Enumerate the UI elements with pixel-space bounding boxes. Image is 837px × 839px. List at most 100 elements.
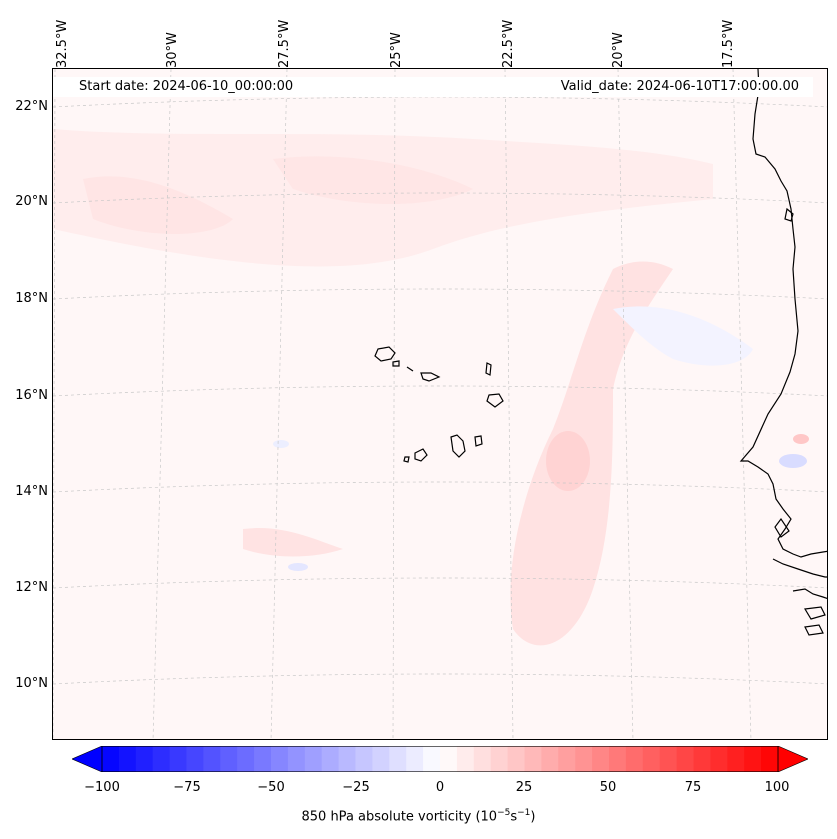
colorbar-cell: [676, 746, 694, 772]
unit-close: ): [530, 809, 536, 825]
negative-patch: [779, 454, 807, 468]
colorbar-tick-minus-75: −75: [173, 780, 201, 795]
colorbar-cell: [372, 746, 390, 772]
lat-label-16n: 16°N: [15, 388, 48, 403]
fogo-island: [414, 448, 428, 462]
colorbar-cell: [575, 746, 593, 772]
colorbar-cell: [186, 746, 204, 772]
colorbar-tick-50: 50: [599, 780, 617, 795]
west-africa-coastline: [739, 69, 827, 558]
colorbar-cell: [355, 746, 373, 772]
colorbar-cell: [541, 746, 559, 772]
map-canvas: [53, 69, 827, 739]
vorticity-shading: [53, 129, 809, 646]
colorbar-cell: [271, 746, 289, 772]
colorbar-cell: [642, 746, 661, 772]
bissagos-islands: [804, 606, 826, 620]
unit-mid: s: [510, 809, 518, 825]
colorbar-cell: [338, 746, 356, 772]
colorbar-cell: [592, 746, 610, 772]
start-date-label: Start date: 2024-06-10_00:00:00: [79, 79, 294, 94]
lat-label-22n: 22°N: [15, 99, 48, 114]
colorbar-cell: [321, 746, 340, 772]
parallel-10n: [53, 673, 827, 685]
meridian-32-5w: [53, 69, 56, 739]
lat-label-14n: 14°N: [15, 484, 48, 499]
colorbar-cell: [609, 746, 627, 772]
parallel-16n: [53, 385, 827, 397]
colorbar-tick-minus-25: −25: [342, 780, 370, 795]
colorbar-cell: [135, 746, 154, 772]
colorbar-max-extend: [777, 746, 808, 772]
parallel-22n: [53, 96, 827, 108]
parallel-12n: [53, 577, 827, 589]
colorbar-cell: [440, 746, 458, 772]
colorbar-cell: [287, 746, 306, 772]
vorticity-patch: [83, 176, 233, 234]
unit-exponent-2: −1: [517, 808, 531, 818]
colorbar-cell: [761, 746, 779, 772]
colorbar-cell: [524, 746, 542, 772]
lon-label-20w: 20°W: [611, 32, 626, 68]
colorbar-tick-0: 0: [435, 780, 445, 795]
lon-label-30w: 30°W: [165, 32, 180, 68]
lat-label-18n: 18°N: [15, 291, 48, 306]
colorbar-cell: [693, 746, 711, 772]
lat-label-12n: 12°N: [15, 580, 48, 595]
colorbar-cell: [102, 746, 120, 772]
lat-label-20n: 20°N: [15, 194, 48, 209]
colorbar-cell: [203, 746, 221, 772]
negative-patch: [288, 563, 308, 571]
colorbar-cell: [220, 746, 238, 772]
negative-patch: [613, 306, 753, 366]
colorbar-cells: [102, 746, 779, 772]
colorbar-cell: [456, 746, 475, 772]
colorbar-cell: [507, 746, 525, 772]
vorticity-patch: [793, 434, 809, 444]
lon-label-32-5w: 32.5°W: [55, 19, 70, 68]
brava-island: [403, 456, 410, 463]
coastal-inlet: [772, 558, 827, 578]
sal-island: [485, 362, 492, 376]
colorbar-tick-minus-100: −100: [84, 780, 120, 795]
parallel-14n: [53, 481, 827, 493]
colorbar-cell: [389, 746, 407, 772]
colorbar-cell: [237, 746, 255, 772]
bissagos-islands: [804, 624, 824, 636]
colorbar: [72, 746, 808, 772]
meridian-25w: [392, 69, 396, 739]
colorbar-cell: [169, 746, 187, 772]
coastal-inlet: [774, 517, 790, 538]
coastal-island: [784, 207, 794, 222]
meridian-20w: [617, 69, 634, 739]
santo-antao-island: [374, 346, 396, 362]
valid-date-label: Valid_date: 2024-06-10T17:00:00.00: [560, 79, 799, 94]
vorticity-streak: [510, 261, 673, 646]
colorbar-cell: [406, 746, 424, 772]
coastal-inlet: [792, 588, 827, 599]
colorbar-min-extend: [72, 746, 103, 772]
lat-label-10n: 10°N: [15, 676, 48, 691]
colorbar-outline: [101, 746, 779, 772]
colorbar-cell: [744, 746, 762, 772]
sao-nicolau-island: [420, 372, 441, 382]
colorbar-tick-100: 100: [764, 780, 790, 795]
colorbar-cell: [727, 746, 745, 772]
colorbar-cell: [710, 746, 728, 772]
santiago-island: [450, 434, 466, 458]
coastlines: [374, 69, 827, 636]
vorticity-patch: [273, 156, 473, 204]
vorticity-max: [546, 431, 590, 491]
negative-patch: [273, 440, 289, 448]
colorbar-label: 850 hPa absolute vorticity (10−5s−1): [0, 808, 837, 824]
unit-exponent-1: −5: [497, 808, 511, 818]
date-bar: [53, 77, 813, 97]
sao-vicente-island: [392, 360, 400, 367]
lon-label-22-5w: 22.5°W: [501, 19, 516, 68]
meridian-22-5w: [504, 69, 514, 739]
colorbar-tick-25: 25: [515, 780, 533, 795]
lon-label-17-5w: 17.5°W: [721, 19, 736, 68]
colorbar-tick-75: 75: [684, 780, 702, 795]
meridian-17-5w: [732, 69, 752, 739]
parallel-18n: [53, 288, 827, 300]
